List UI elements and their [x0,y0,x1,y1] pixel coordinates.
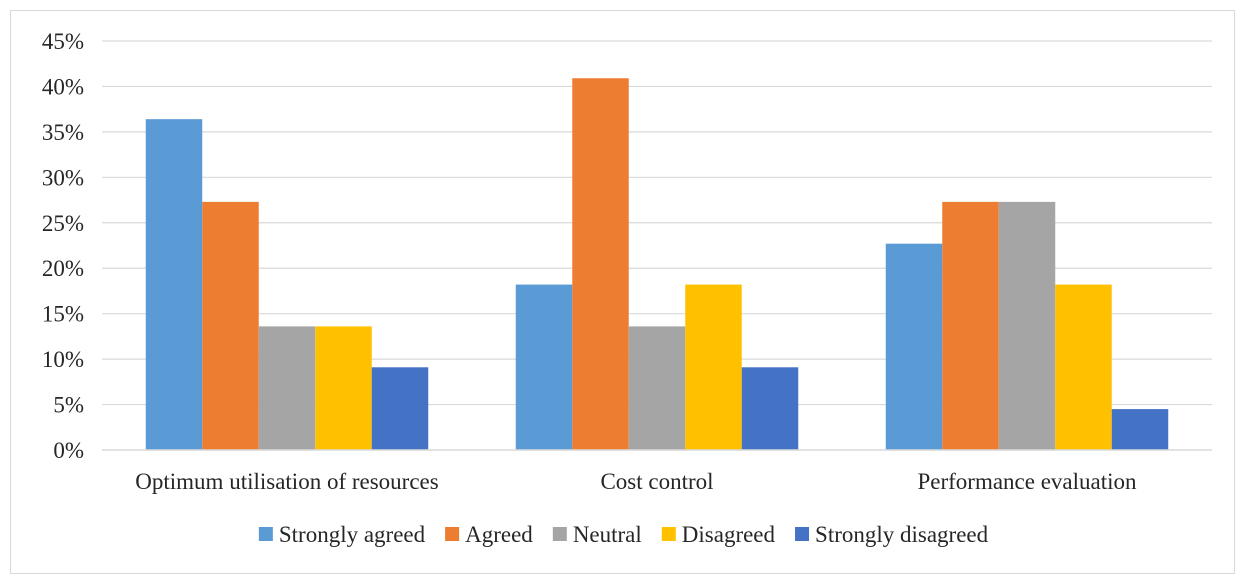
y-tick-label: 20% [42,256,84,281]
bar [202,201,259,450]
bar [315,326,372,450]
legend-swatch [661,527,676,541]
bar [1111,409,1169,450]
bar [885,243,943,450]
bar [628,326,686,450]
legend-swatch [552,527,567,541]
y-axis-tick-labels: 0% 5% 10% 15% 20% 25% 30% 35% 40% 45% [42,29,84,463]
legend-item: Strongly disagreed [795,522,989,547]
legend-swatch [258,527,273,541]
legend-swatch [795,527,810,541]
y-tick-label: 15% [42,302,84,327]
y-tick-label: 40% [42,74,84,99]
bar [145,119,203,451]
bars [145,78,1169,451]
y-tick-label: 30% [42,165,84,190]
y-tick-label: 0% [53,438,84,463]
bar [1055,284,1112,450]
bar [741,367,799,450]
legend-label: Neutral [573,522,642,547]
legend-label: Agreed [465,522,533,547]
x-category-label: Performance evaluation [917,469,1137,494]
y-tick-label: 35% [42,120,84,145]
x-axis-category-labels: Optimum utilisation of resources Cost con… [135,469,1137,494]
legend-item: Disagreed [661,522,776,547]
legend-label: Disagreed [682,522,776,547]
legend-label: Strongly agreed [279,522,426,547]
y-tick-label: 45% [42,29,84,54]
legend-label: Strongly disagreed [815,522,989,547]
bar [258,326,316,450]
x-category-label: Cost control [600,469,713,494]
y-tick-label: 25% [42,211,84,236]
y-tick-label: 10% [42,347,84,372]
legend-item: Agreed [445,522,533,547]
y-tick-label: 5% [53,393,84,418]
bar [371,367,429,450]
legend-item: Neutral [552,522,642,547]
legend: Strongly agreed Agreed Neutral Disagreed Str… [258,522,989,547]
x-category-label: Optimum utilisation of resources [135,469,438,494]
bar [998,201,1056,450]
bar [515,284,573,450]
legend-item: Strongly agreed [258,522,426,547]
bar [942,201,999,450]
bar [685,284,742,450]
legend-swatch [445,527,460,541]
bar [572,78,629,451]
